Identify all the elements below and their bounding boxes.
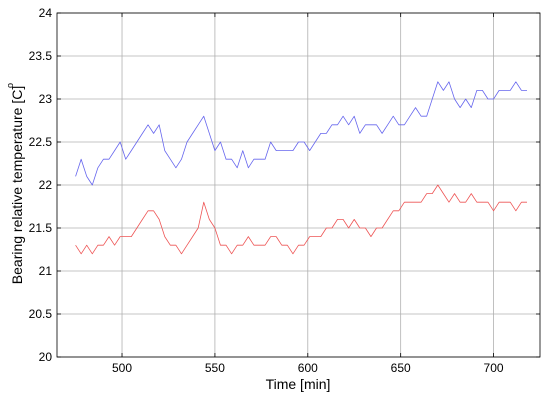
y-tick-label: 22 (39, 178, 53, 192)
x-tick-label: 650 (391, 361, 411, 375)
x-axis-label: Time [min] (266, 376, 331, 392)
y-tick-label: 22.5 (29, 135, 53, 149)
y-axis-label: Bearing relative temperature [C] (9, 86, 25, 284)
y-tick-label: 24 (39, 6, 53, 20)
y-axis-label-degree: o (5, 83, 15, 88)
ticks (57, 12, 540, 358)
tick-labels: 500 550 600 650 700 20 20.5 21 21.5 22 22.5 23 23.5 2… (29, 6, 504, 375)
series-line-1 (75, 81, 527, 186)
series-line-2 (75, 184, 527, 255)
x-tick-label: 550 (205, 361, 225, 375)
y-tick-label: 21.5 (29, 221, 53, 235)
series-group (75, 81, 527, 255)
x-tick-label: 500 (112, 361, 132, 375)
y-tick-label: 21 (39, 264, 53, 278)
y-tick-label: 20 (39, 350, 53, 364)
y-tick-label: 20.5 (29, 307, 53, 321)
y-tick-label: 23.5 (29, 49, 53, 63)
x-tick-label: 600 (298, 361, 318, 375)
x-tick-label: 700 (484, 361, 504, 375)
y-tick-label: 23 (39, 92, 53, 106)
